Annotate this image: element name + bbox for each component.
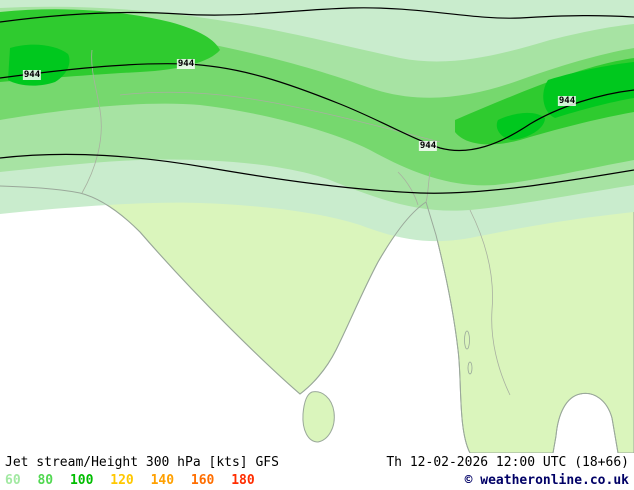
island-nicobar — [467, 361, 473, 375]
island-sri-lanka — [302, 391, 335, 443]
contour-label-944-center: 944 — [418, 141, 438, 151]
footer-row-legend: 60 80 100 120 140 160 180 © weatheronlin… — [0, 471, 634, 489]
border-myanmar-thailand — [469, 209, 511, 396]
contour-label-944-east: 944 — [557, 96, 577, 106]
border-india-nepal-china — [119, 91, 441, 143]
legend-value-60: 60 — [5, 473, 21, 488]
contour-label-944-west: 944 — [22, 70, 42, 80]
border-india-bangladesh — [397, 171, 431, 206]
map-canvas — [0, 0, 634, 453]
coastline — [0, 185, 619, 453]
legend-value-140: 140 — [150, 473, 175, 488]
height-contour-north — [0, 7, 634, 23]
contour-label-944-northwest: 944 — [176, 59, 196, 69]
jet-core-east-small — [496, 112, 545, 140]
jet-stream-map: 944 944 944 944 — [0, 0, 634, 453]
copyright-watermark: © weatheronline.co.uk — [464, 473, 629, 488]
legend-value-160: 160 — [190, 473, 215, 488]
height-contour-south — [0, 153, 634, 194]
valid-datetime: Th 12-02-2026 12:00 UTC (18+66) — [386, 455, 629, 470]
height-contour-main — [0, 63, 634, 152]
footer-row-title: Jet stream/Height 300 hPa [kts] GFS Th 1… — [0, 453, 634, 471]
legend-value-100: 100 — [69, 473, 94, 488]
border-pakistan-india — [81, 49, 102, 194]
product-title: Jet stream/Height 300 hPa [kts] GFS — [5, 455, 279, 470]
map-footer: Jet stream/Height 300 hPa [kts] GFS Th 1… — [0, 453, 634, 490]
wind-speed-legend: 60 80 100 120 140 160 180 — [5, 472, 264, 489]
island-andaman — [464, 330, 470, 350]
legend-value-120: 120 — [110, 473, 134, 488]
legend-value-180: 180 — [231, 473, 255, 488]
legend-value-80: 80 — [37, 473, 54, 488]
